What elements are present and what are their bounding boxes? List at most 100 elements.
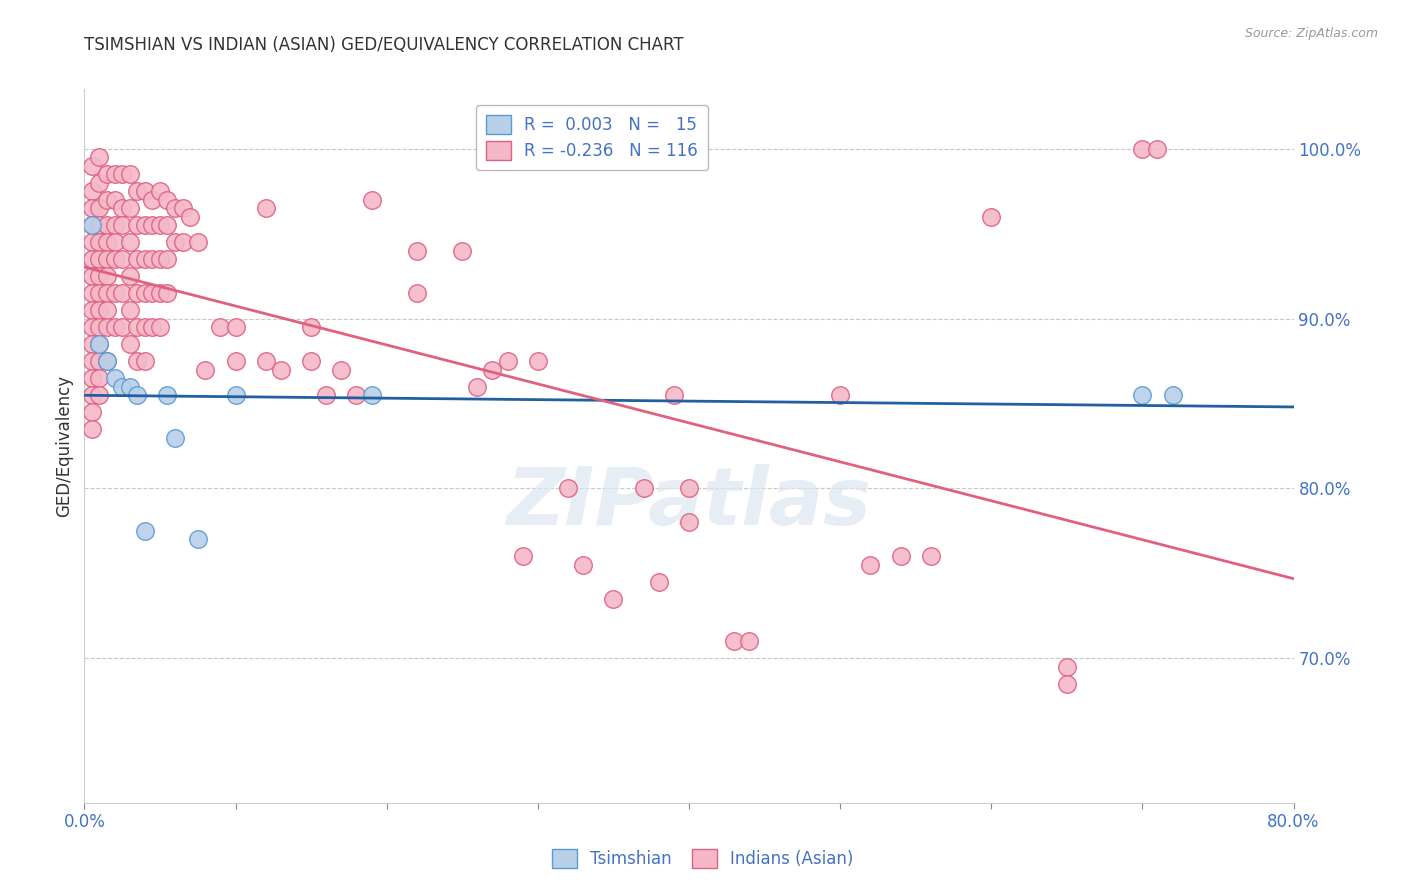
- Point: [118, 303, 141, 318]
- Point: [127, 218, 149, 232]
- Point: [89, 354, 111, 368]
- Point: [80, 320, 103, 334]
- Point: [89, 371, 111, 385]
- Point: [89, 176, 111, 190]
- Point: [141, 320, 163, 334]
- Point: [96, 354, 118, 368]
- Point: [96, 320, 118, 334]
- Point: [134, 524, 156, 538]
- Point: [111, 167, 134, 181]
- Point: [80, 286, 103, 301]
- Point: [96, 303, 118, 318]
- Point: [80, 371, 103, 385]
- Point: [89, 252, 111, 266]
- Point: [315, 388, 337, 402]
- Point: [1161, 388, 1184, 402]
- Point: [299, 354, 322, 368]
- Point: [602, 591, 624, 606]
- Point: [209, 320, 232, 334]
- Point: [1056, 677, 1078, 691]
- Point: [678, 482, 700, 496]
- Point: [723, 634, 745, 648]
- Point: [141, 193, 163, 207]
- Point: [127, 184, 149, 198]
- Point: [127, 320, 149, 334]
- Point: [89, 337, 111, 351]
- Point: [127, 388, 149, 402]
- Y-axis label: GED/Equivalency: GED/Equivalency: [55, 375, 73, 517]
- Point: [172, 235, 194, 249]
- Point: [104, 252, 127, 266]
- Point: [89, 218, 111, 232]
- Point: [890, 549, 912, 564]
- Point: [111, 218, 134, 232]
- Point: [80, 159, 103, 173]
- Point: [111, 320, 134, 334]
- Point: [299, 320, 322, 334]
- Point: [104, 286, 127, 301]
- Text: Source: ZipAtlas.com: Source: ZipAtlas.com: [1244, 27, 1378, 40]
- Point: [633, 482, 655, 496]
- Point: [496, 354, 519, 368]
- Point: [118, 167, 141, 181]
- Point: [194, 362, 217, 376]
- Point: [330, 362, 353, 376]
- Point: [346, 388, 368, 402]
- Point: [270, 362, 292, 376]
- Point: [1130, 142, 1153, 156]
- Point: [360, 388, 382, 402]
- Point: [80, 184, 103, 198]
- Point: [172, 201, 194, 215]
- Point: [156, 252, 179, 266]
- Point: [187, 235, 209, 249]
- Point: [89, 286, 111, 301]
- Point: [89, 269, 111, 284]
- Point: [89, 388, 111, 402]
- Point: [149, 286, 172, 301]
- Point: [662, 388, 685, 402]
- Point: [104, 371, 127, 385]
- Point: [89, 201, 111, 215]
- Point: [678, 516, 700, 530]
- Point: [149, 184, 172, 198]
- Point: [96, 269, 118, 284]
- Point: [830, 388, 852, 402]
- Point: [512, 549, 534, 564]
- Point: [141, 218, 163, 232]
- Point: [254, 354, 277, 368]
- Point: [111, 286, 134, 301]
- Point: [111, 201, 134, 215]
- Point: [80, 252, 103, 266]
- Point: [134, 218, 156, 232]
- Point: [1056, 660, 1078, 674]
- Point: [156, 286, 179, 301]
- Point: [104, 320, 127, 334]
- Point: [149, 218, 172, 232]
- Text: TSIMSHIAN VS INDIAN (ASIAN) GED/EQUIVALENCY CORRELATION CHART: TSIMSHIAN VS INDIAN (ASIAN) GED/EQUIVALE…: [84, 36, 683, 54]
- Point: [134, 320, 156, 334]
- Point: [80, 422, 103, 436]
- Point: [89, 235, 111, 249]
- Point: [80, 218, 103, 232]
- Point: [80, 201, 103, 215]
- Point: [165, 430, 187, 444]
- Point: [96, 193, 118, 207]
- Point: [451, 244, 474, 258]
- Point: [557, 482, 579, 496]
- Point: [104, 167, 127, 181]
- Point: [481, 362, 503, 376]
- Point: [80, 269, 103, 284]
- Point: [104, 235, 127, 249]
- Point: [89, 337, 111, 351]
- Point: [89, 320, 111, 334]
- Point: [96, 167, 118, 181]
- Point: [104, 193, 127, 207]
- Point: [118, 337, 141, 351]
- Point: [96, 252, 118, 266]
- Point: [80, 405, 103, 419]
- Point: [96, 235, 118, 249]
- Point: [527, 354, 550, 368]
- Legend: Tsimshian, Indians (Asian): Tsimshian, Indians (Asian): [546, 842, 860, 875]
- Point: [141, 286, 163, 301]
- Point: [96, 286, 118, 301]
